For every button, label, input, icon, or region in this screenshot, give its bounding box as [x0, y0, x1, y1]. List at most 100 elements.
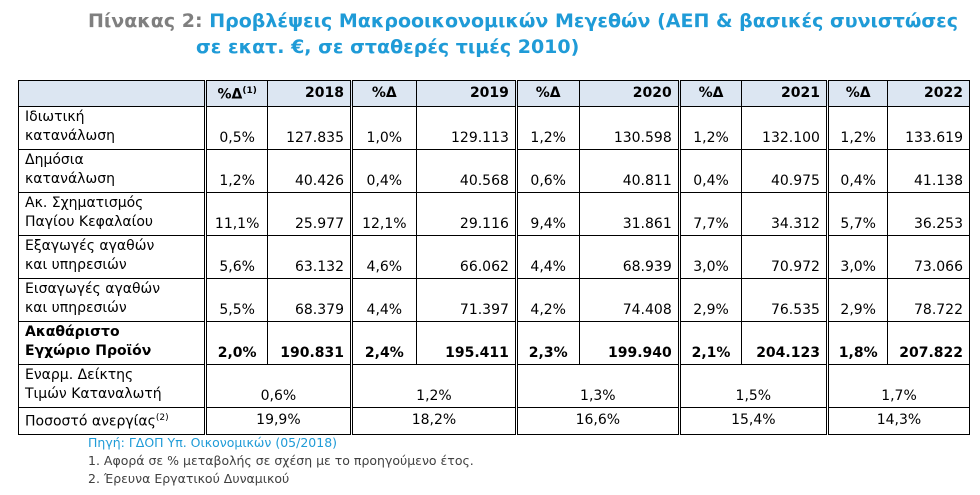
row-label-line: κατανάλωση [25, 127, 115, 144]
value-cell: 25.977 [267, 191, 352, 236]
value-cell: 34.312 [741, 191, 828, 236]
value-cell: 66.062 [415, 234, 517, 279]
merged-cell: 0,6% [203, 363, 352, 408]
value-cell: 73.066 [887, 234, 970, 279]
change-cell: 1,2% [825, 105, 889, 150]
merged-cell: 16,6% [514, 406, 680, 435]
change-cell: 2,0% [203, 320, 269, 365]
table-row: Ιδιωτική κατανάλωση 0,5% 127.835 1,0% 129.113… [18, 105, 970, 150]
title-text: Προβλέψεις Μακροοικονομικών Μεγεθών (ΑΕΠ… [209, 10, 958, 32]
change-header: %Δ [514, 80, 580, 107]
table-row: Δημόσια κατανάλωση 1,2% 40.426 0,4% 40.568 0,6… [18, 148, 970, 193]
value-cell: 63.132 [267, 234, 352, 279]
value-cell: 29.116 [415, 191, 517, 236]
merged-cell: 1,3% [514, 363, 680, 408]
row-label: Εισαγωγές αγαθών και υπηρεσιών [18, 277, 206, 322]
change-header: %Δ [825, 80, 889, 107]
row-label-line: Εγχώριο Προϊόν [25, 342, 152, 359]
value-cell: 40.811 [578, 148, 680, 193]
year-header: 2021 [741, 80, 828, 107]
change-cell: 0,4% [825, 148, 889, 193]
change-cell: 2,3% [514, 320, 580, 365]
row-label-line: Εισαγωγές αγαθών [25, 280, 161, 297]
value-cell: 132.100 [741, 105, 828, 150]
title: Πίνακας 2: Προβλέψεις Μακροοικονομικών Μ… [88, 8, 958, 60]
row-label: Ακαθάριστο Εγχώριο Προϊόν [18, 320, 206, 365]
value-cell: 36.253 [887, 191, 970, 236]
change-cell: 5,5% [203, 277, 269, 322]
value-cell: 207.822 [887, 320, 970, 365]
value-cell: 199.940 [578, 320, 680, 365]
merged-cell: 15,4% [677, 406, 828, 435]
title-line: Πίνακας 2: Προβλέψεις Μακροοικονομικών Μ… [88, 8, 958, 34]
table-row: Ακαθάριστο Εγχώριο Προϊόν 2,0% 190.831 2,4% 1… [18, 320, 970, 365]
table-row: Εξαγωγές αγαθών και υπηρεσιών 5,6% 63.132 4,… [18, 234, 970, 279]
value-cell: 31.861 [578, 191, 680, 236]
row-label-line: Ακαθάριστο [25, 323, 120, 340]
value-cell: 204.123 [741, 320, 828, 365]
footnote-ref: (1) [242, 86, 257, 96]
header-cell [18, 80, 206, 107]
value-cell: 71.397 [415, 277, 517, 322]
footnote-ref: (2) [155, 413, 169, 424]
row-label-line: Εξαγωγές αγαθών [25, 237, 155, 254]
table-row: Εισαγωγές αγαθών και υπηρεσιών 5,5% 68.379 4… [18, 277, 970, 322]
value-cell: 74.408 [578, 277, 680, 322]
row-label: Δημόσια κατανάλωση [18, 148, 206, 193]
change-header: %Δ(1) [203, 80, 269, 107]
row-label-line: Ποσοστό ανεργίας(2) [25, 413, 169, 430]
row-label: Ποσοστό ανεργίας(2) [18, 406, 206, 435]
value-cell: 40.568 [415, 148, 517, 193]
change-label: %Δ [845, 84, 871, 101]
value-cell: 41.138 [887, 148, 970, 193]
value-cell: 78.722 [887, 277, 970, 322]
value-cell: 127.835 [267, 105, 352, 150]
row-label: Εναρμ. Δείκτης Τιμών Καταναλωτή [18, 363, 206, 408]
row-label: Ακ. Σχηματισμός Παγίου Κεφαλαίου [18, 191, 206, 236]
change-cell: 2,9% [825, 277, 889, 322]
change-cell: 4,2% [514, 277, 580, 322]
value-cell: 195.411 [415, 320, 517, 365]
footnote: 2. Έρευνα Εργατικού Δυναμικού [88, 471, 290, 486]
year-header: 2020 [578, 80, 680, 107]
row-label-line: και υπηρεσιών [25, 256, 127, 273]
merged-cell: 1,2% [349, 363, 517, 408]
source: Πηγή: ΓΔΟΠ Υπ. Οικονομικών (05/2018) [88, 435, 338, 450]
merged-cell: 14,3% [825, 406, 971, 435]
change-cell: 4,4% [349, 277, 417, 322]
year-header: 2019 [415, 80, 517, 107]
change-label: %Δ [698, 84, 724, 101]
change-cell: 2,4% [349, 320, 417, 365]
value-cell: 40.975 [741, 148, 828, 193]
change-cell: 5,7% [825, 191, 889, 236]
change-cell: 4,6% [349, 234, 417, 279]
change-label: %Δ [217, 86, 243, 103]
row-label-line: Τιμών Καταναλωτή [25, 385, 162, 402]
change-header: %Δ [677, 80, 743, 107]
row-label-line: και υπηρεσιών [25, 299, 127, 316]
table-body: Ιδιωτική κατανάλωση 0,5% 127.835 1,0% 129.113… [18, 105, 971, 435]
change-cell: 4,4% [514, 234, 580, 279]
change-cell: 0,6% [514, 148, 580, 193]
change-cell: 1,8% [825, 320, 889, 365]
change-cell: 0,4% [349, 148, 417, 193]
table-row: Εναρμ. Δείκτης Τιμών Καταναλωτή 0,6% 1,2% 1,… [18, 363, 971, 408]
row-label-line: Ιδιωτική [25, 108, 85, 125]
year-header: 2018 [267, 80, 352, 107]
row-label-line: Ακ. Σχηματισμός [25, 194, 144, 211]
change-cell: 7,7% [677, 191, 743, 236]
change-cell: 1,0% [349, 105, 417, 150]
value-cell: 129.113 [415, 105, 517, 150]
merged-cell: 18,2% [349, 406, 517, 435]
change-cell: 2,1% [677, 320, 743, 365]
change-cell: 0,5% [203, 105, 269, 150]
title-text: σε εκατ. €, σε σταθερές τιμές 2010) [196, 36, 580, 58]
value-cell: 76.535 [741, 277, 828, 322]
change-cell: 0,4% [677, 148, 743, 193]
row-label: Ιδιωτική κατανάλωση [18, 105, 206, 150]
merged-cell: 1,5% [677, 363, 828, 408]
value-cell: 70.972 [741, 234, 828, 279]
value-cell: 68.379 [267, 277, 352, 322]
row-label-line: Δημόσια [25, 151, 84, 168]
change-cell: 12,1% [349, 191, 417, 236]
